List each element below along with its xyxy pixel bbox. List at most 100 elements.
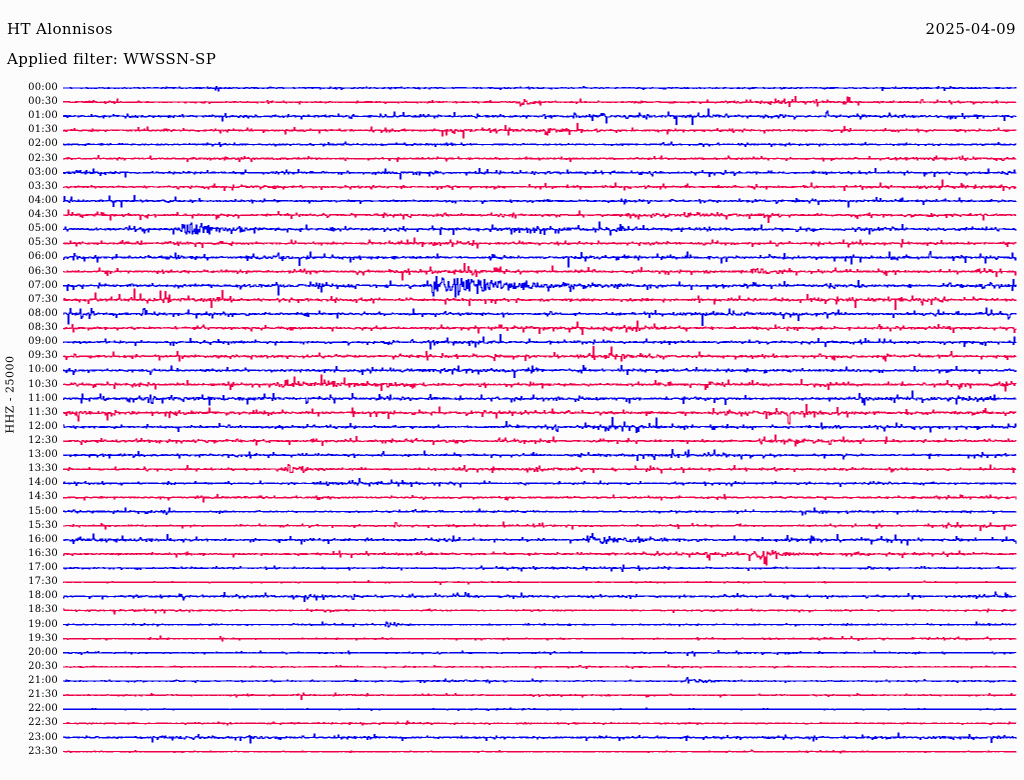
y-tick-label: 10:00 — [28, 364, 58, 376]
trace-row — [63, 374, 1017, 392]
y-tick-label: 00:30 — [28, 96, 58, 108]
y-tick-label: 21:00 — [28, 675, 58, 687]
trace-row — [63, 334, 1017, 350]
y-tick-label: 20:30 — [28, 660, 58, 672]
y-tick-label: 15:30 — [28, 519, 58, 531]
y-tick-label: 04:30 — [28, 209, 58, 221]
trace-row — [63, 307, 1017, 326]
y-tick-label: 22:30 — [28, 717, 58, 729]
y-tick-label: 03:30 — [28, 180, 58, 192]
y-tick-label: 23:30 — [28, 745, 58, 757]
y-tick-label: 02:30 — [28, 152, 58, 164]
y-tick-label: 21:30 — [28, 689, 58, 701]
trace-row — [63, 141, 1017, 148]
y-tick-label: 06:30 — [28, 265, 58, 277]
y-tick-label: 16:30 — [28, 547, 58, 559]
trace-row — [63, 275, 1017, 298]
y-tick-label: 06:00 — [28, 251, 58, 263]
trace-row — [63, 168, 1017, 180]
trace-row — [63, 155, 1017, 163]
applied-filter-label: Applied filter: WWSSN-SP — [7, 50, 217, 68]
trace-row — [63, 591, 1017, 602]
trace-row — [63, 209, 1017, 223]
y-tick-label: 23:00 — [28, 731, 58, 743]
trace-row — [63, 123, 1017, 139]
trace-row — [63, 564, 1017, 572]
y-tick-label: 04:00 — [28, 194, 58, 206]
trace-row — [63, 650, 1017, 657]
y-tick-label: 17:30 — [28, 576, 58, 588]
trace-row — [63, 108, 1017, 126]
trace-row — [63, 345, 1017, 362]
trace-row — [63, 416, 1017, 434]
y-tick-label: 15:00 — [28, 505, 58, 517]
y-tick-label: 05:30 — [28, 237, 58, 249]
trace-row — [63, 403, 1017, 425]
y-tick-label: 07:00 — [28, 279, 58, 291]
trace-row — [63, 676, 1017, 684]
trace-row — [63, 532, 1017, 546]
trace-row — [63, 720, 1017, 726]
y-axis-tick-labels: 00:00 00:30 01:00 01:30 02:00 02:30 03:00 03:30… — [0, 0, 58, 780]
trace-row — [63, 507, 1017, 516]
trace-row — [63, 434, 1017, 447]
y-tick-label: 03:00 — [28, 166, 58, 178]
y-tick-label: 12:00 — [28, 420, 58, 432]
y-tick-label: 01:00 — [28, 110, 58, 122]
y-tick-label: 01:30 — [28, 124, 58, 136]
trace-row — [63, 364, 1017, 379]
y-tick-label: 22:00 — [28, 703, 58, 715]
y-tick-label: 17:00 — [28, 562, 58, 574]
trace-row — [63, 692, 1017, 700]
record-date: 2025-04-09 — [925, 20, 1016, 38]
trace-row — [63, 707, 1017, 712]
trace-row — [63, 250, 1017, 268]
y-tick-label: 20:00 — [28, 646, 58, 658]
trace-row — [63, 579, 1017, 585]
y-tick-label: 13:30 — [28, 463, 58, 475]
trace-row — [63, 95, 1017, 107]
trace-row — [63, 478, 1017, 488]
y-tick-label: 16:00 — [28, 533, 58, 545]
y-tick-label: 09:00 — [28, 336, 58, 348]
y-tick-label: 11:30 — [28, 406, 58, 418]
trace-row — [63, 493, 1017, 503]
y-tick-label: 11:00 — [28, 392, 58, 404]
y-tick-label: 14:30 — [28, 491, 58, 503]
trace-row — [63, 463, 1017, 474]
y-tick-label: 05:00 — [28, 223, 58, 235]
trace-row — [63, 237, 1017, 249]
y-tick-label: 08:00 — [28, 307, 58, 319]
page-title: HT Alonnisos — [7, 20, 113, 38]
trace-row — [63, 221, 1017, 236]
y-tick-label: 02:00 — [28, 138, 58, 150]
trace-row — [63, 288, 1017, 310]
trace-row — [63, 621, 1017, 628]
trace-row — [63, 635, 1017, 642]
y-tick-label: 14:00 — [28, 477, 58, 489]
trace-row — [63, 262, 1017, 281]
trace-row — [63, 549, 1017, 566]
trace-row — [63, 194, 1017, 208]
y-tick-label: 08:30 — [28, 322, 58, 334]
y-tick-label: 19:30 — [28, 632, 58, 644]
trace-row — [63, 320, 1017, 335]
y-tick-label: 13:00 — [28, 449, 58, 461]
trace-row — [63, 449, 1017, 461]
trace-row — [63, 390, 1017, 406]
y-tick-label: 09:30 — [28, 350, 58, 362]
y-tick-label: 18:00 — [28, 590, 58, 602]
trace-row — [63, 85, 1017, 92]
trace-row — [63, 749, 1017, 754]
y-tick-label: 00:00 — [28, 82, 58, 93]
trace-row — [63, 732, 1017, 744]
y-tick-label: 10:30 — [28, 378, 58, 390]
trace-row — [63, 664, 1017, 670]
trace-row — [63, 521, 1017, 531]
trace-row — [63, 608, 1017, 615]
y-tick-label: 12:30 — [28, 435, 58, 446]
y-tick-label: 18:30 — [28, 604, 58, 616]
